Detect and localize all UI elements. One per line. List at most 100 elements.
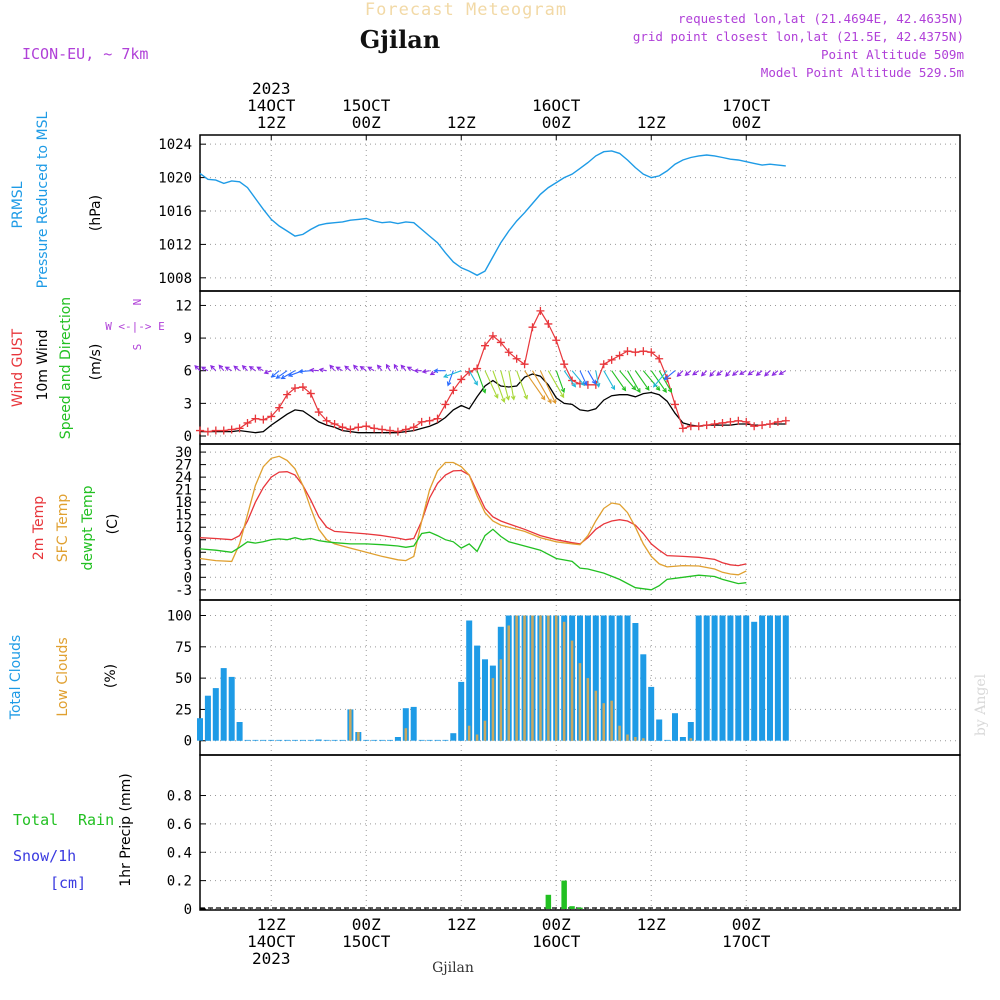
wind-arrow (309, 367, 319, 373)
temp-label: 2m Temp (31, 496, 47, 560)
gust-marker (314, 408, 323, 417)
total-cloud-bar (236, 722, 243, 741)
y-tick-label: 25 (175, 702, 192, 718)
top-time-label: 16OCT (532, 96, 581, 115)
gust-marker (678, 424, 687, 433)
series-sfc-temp (199, 455, 747, 576)
gust-marker (354, 423, 363, 432)
low-cloud-bar (515, 615, 518, 741)
wind-arrow (611, 370, 627, 392)
low-cloud-bar (689, 738, 693, 741)
footer-place: Gjilan (432, 960, 474, 976)
total-cloud-bar (244, 739, 251, 741)
dewpt-label: dewpt Temp (80, 485, 96, 570)
low-cloud-bar (618, 725, 621, 741)
gust-marker (734, 416, 743, 425)
wind-arrow (500, 370, 511, 401)
total-cloud-bar (600, 615, 607, 741)
model-label: ICON-EU, ~ 7km (22, 45, 148, 63)
wind-arrow (492, 370, 506, 403)
y-tick-label: 0.4 (167, 845, 192, 861)
wind-arrow (778, 370, 787, 375)
info-line-1: requested lon,lat (21.4694E, 42.4635N) (678, 11, 964, 26)
y-tick-label: 3 (184, 558, 192, 574)
gust-marker (750, 422, 759, 431)
temp-unit: (C) (105, 514, 121, 535)
total-cloud-bar (426, 739, 433, 741)
credit: by Angel (973, 673, 989, 736)
wind-arrow (367, 366, 375, 372)
total-cloud-bar (197, 718, 203, 741)
total-cloud-bar (474, 645, 481, 741)
y-tick-label: 0 (184, 902, 192, 918)
gust-marker (726, 417, 735, 426)
low-cloud-bar (602, 703, 605, 741)
gust-marker (235, 424, 244, 433)
gust-marker (346, 425, 355, 434)
gust-marker (488, 331, 497, 340)
top-time-label: 00Z (732, 113, 761, 132)
wind-arrow (280, 370, 296, 380)
gust-marker (615, 351, 624, 360)
total-cloud-bar (624, 615, 631, 741)
low-cloud-bar (483, 720, 487, 741)
total-cloud-bar (363, 739, 370, 741)
total-cloud-bar (695, 615, 702, 741)
top-time-label: 17OCT (722, 96, 771, 115)
total-cloud-bar (782, 615, 789, 741)
total-cloud-bar (228, 676, 235, 741)
wind-arrow (241, 364, 248, 372)
wind-arrow (275, 370, 288, 379)
wind-arrow (421, 368, 430, 374)
total-cloud-bar (434, 739, 441, 741)
wind-arrow (194, 364, 201, 372)
wind-arrow (627, 370, 641, 394)
low-cloud-bar (491, 678, 495, 741)
bottom-time-label: 00Z (542, 915, 571, 934)
gust-marker (251, 414, 260, 423)
low-cloud-bar (626, 734, 629, 741)
wind-arrow (318, 367, 327, 373)
gust-marker (401, 425, 410, 434)
gust-marker (694, 422, 703, 431)
pressure-unit: (hPa) (88, 195, 104, 231)
wind-arrow (200, 366, 209, 372)
total-cloud-bar (466, 620, 473, 741)
low-cloud-bar (594, 690, 598, 741)
gust-marker (291, 384, 299, 393)
y-tick-label: 0 (184, 570, 192, 586)
wind-arrow (747, 370, 755, 376)
total-cloud-bar (204, 695, 211, 741)
gust-marker (417, 417, 426, 426)
total-cloud-bar (276, 739, 283, 741)
gust-markers (196, 306, 790, 436)
precip-label: 1hr Precip (mm) (118, 773, 134, 886)
gust-marker (441, 400, 450, 409)
compass-we: W <-|-> E (105, 320, 165, 333)
gust-marker (504, 348, 513, 357)
total-cloud-bar (751, 621, 758, 741)
total-cloud-bar (371, 739, 378, 741)
gust-marker (607, 355, 616, 364)
pressure-label-2: Pressure Reduced to MSL (35, 111, 51, 288)
low-cloud-bar (610, 700, 613, 741)
wind-arrow (516, 370, 529, 400)
total-cloud-bar (442, 739, 449, 741)
wind-arrow (256, 366, 264, 372)
low-cloud-bar (357, 732, 360, 741)
gust-marker (433, 414, 442, 423)
wind-arrow (771, 370, 779, 377)
panel-frame (199, 290, 961, 445)
info-line-2: grid point closest lon,lat (21.5E, 42.43… (633, 29, 964, 44)
bottom-time-label: 17OCT (722, 932, 771, 951)
place-title: Gjilan (360, 25, 440, 54)
y-tick-label: 6 (184, 364, 192, 380)
top-time-label: 2023 (252, 79, 291, 98)
y-tick-label: 21 (175, 483, 192, 499)
gust-marker (710, 420, 719, 429)
wind-arrow (218, 364, 225, 372)
y-tick-label: 24 (175, 470, 192, 486)
y-tick-label: 0.8 (167, 789, 192, 805)
gust-marker (275, 403, 284, 412)
